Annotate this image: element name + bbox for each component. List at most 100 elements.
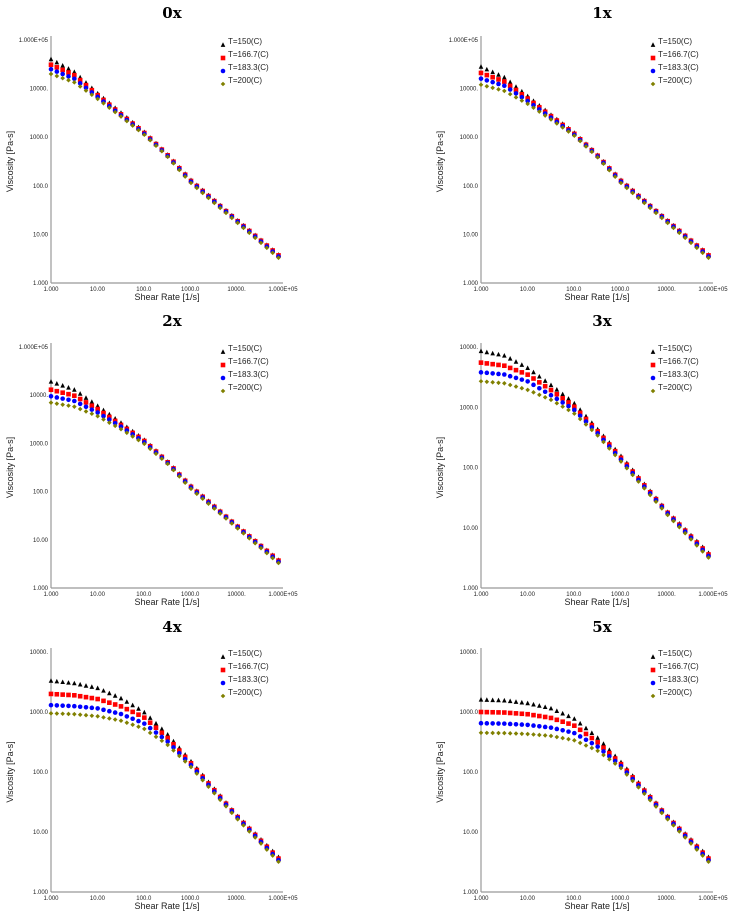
diamond-marker — [507, 731, 513, 736]
square-marker — [48, 691, 54, 697]
x-tick-label: 1.000 — [43, 592, 59, 598]
square-marker — [650, 362, 656, 368]
x-axis-label: Shear Rate [1/s] — [564, 901, 629, 911]
x-tick-label: 10.00 — [520, 896, 536, 902]
y-tick-label: 1000.0 — [30, 710, 49, 716]
y-tick-label: 10000. — [30, 393, 49, 399]
legend-label: T=150(C) — [228, 37, 262, 46]
triangle-marker — [507, 79, 513, 85]
square-marker — [496, 77, 501, 82]
diamond-marker — [700, 853, 705, 858]
diamond-marker — [182, 174, 188, 179]
circle-marker — [83, 404, 89, 410]
diamond-marker — [706, 555, 711, 560]
diamond-marker — [653, 210, 659, 216]
diamond-marker — [647, 492, 653, 498]
square-marker — [583, 731, 589, 737]
legend-entry: T=200(C) — [220, 688, 262, 699]
circle-marker — [583, 419, 589, 424]
diamond-marker — [566, 407, 571, 413]
diamond-marker — [642, 200, 647, 206]
square-marker — [83, 82, 89, 88]
y-axis-label: Viscosity [Pa-s] — [435, 131, 445, 192]
triangle-marker — [542, 704, 548, 710]
diamond-marker — [572, 133, 577, 138]
diamond-marker — [223, 516, 229, 521]
square-marker — [513, 711, 519, 716]
y-tick-label: 1000.0 — [460, 405, 479, 411]
diamond-marker — [54, 401, 60, 406]
square-marker — [72, 692, 77, 698]
diamond-marker — [147, 137, 153, 143]
diamond-marker — [258, 545, 264, 551]
triangle-marker — [525, 700, 530, 706]
diamond-marker — [77, 406, 83, 412]
y-tick-label: 1.000 — [463, 586, 479, 592]
triangle-marker — [48, 56, 54, 62]
square-marker — [525, 96, 530, 101]
x-tick-label: 1000.0 — [181, 592, 200, 598]
square-marker — [220, 667, 226, 673]
series-T=200(C) — [48, 400, 281, 566]
diamond-marker — [217, 511, 223, 516]
triangle-marker — [490, 69, 495, 75]
chart-title: 0x — [162, 4, 182, 22]
y-tick-label: 10000. — [30, 650, 49, 656]
legend-entry: T=183.3(C) — [650, 370, 699, 381]
diamond-marker — [258, 841, 264, 846]
circle-marker — [165, 739, 170, 744]
diamond-marker — [220, 388, 226, 394]
circle-marker — [72, 76, 77, 82]
square-marker — [572, 723, 577, 728]
diamond-marker — [478, 378, 484, 384]
diamond-marker — [572, 738, 577, 743]
diamond-marker — [513, 731, 519, 736]
diamond-marker — [583, 144, 589, 149]
square-marker — [566, 400, 571, 405]
circle-marker — [478, 76, 484, 81]
legend-label: T=183.3(C) — [658, 370, 699, 379]
x-tick-label: 1.000 — [473, 896, 489, 902]
diamond-marker — [101, 417, 106, 422]
y-tick-label: 1.000E+05 — [449, 38, 479, 44]
triangle-marker — [537, 373, 542, 379]
circle-marker — [572, 407, 577, 413]
diamond-marker — [212, 790, 217, 796]
triangle-marker — [583, 725, 589, 731]
triangle-marker — [513, 359, 519, 364]
diamond-marker — [252, 540, 258, 546]
circle-marker — [507, 87, 513, 92]
series-T=150(C) — [478, 64, 711, 257]
series-T=183.3(C) — [48, 393, 281, 565]
diamond-marker — [182, 480, 188, 486]
square-marker — [519, 370, 525, 375]
diamond-marker — [229, 215, 235, 221]
diamond-marker — [700, 250, 705, 256]
triangle-marker — [66, 385, 71, 390]
square-marker — [95, 696, 100, 702]
square-marker — [507, 83, 513, 89]
diamond-marker — [212, 200, 217, 206]
circle-marker — [566, 403, 571, 409]
diamond-marker — [542, 113, 548, 118]
diamond-marker — [688, 240, 694, 246]
diamond-marker — [130, 722, 135, 728]
circle-marker — [107, 708, 112, 714]
diamond-marker — [577, 740, 583, 746]
circle-marker — [101, 413, 106, 419]
triangle-marker — [531, 701, 536, 707]
diamond-marker — [142, 726, 147, 732]
square-marker — [507, 365, 513, 371]
diamond-marker — [682, 235, 688, 241]
square-marker — [478, 709, 484, 715]
legend-label: T=200(C) — [228, 76, 262, 85]
circle-marker — [560, 400, 565, 405]
circle-marker — [220, 68, 226, 74]
diamond-marker — [554, 121, 560, 126]
diamond-marker — [484, 83, 490, 89]
triangle-marker — [589, 730, 595, 735]
diamond-marker — [519, 731, 525, 737]
y-tick-label: 10.00 — [463, 526, 479, 532]
diamond-marker — [241, 531, 246, 536]
